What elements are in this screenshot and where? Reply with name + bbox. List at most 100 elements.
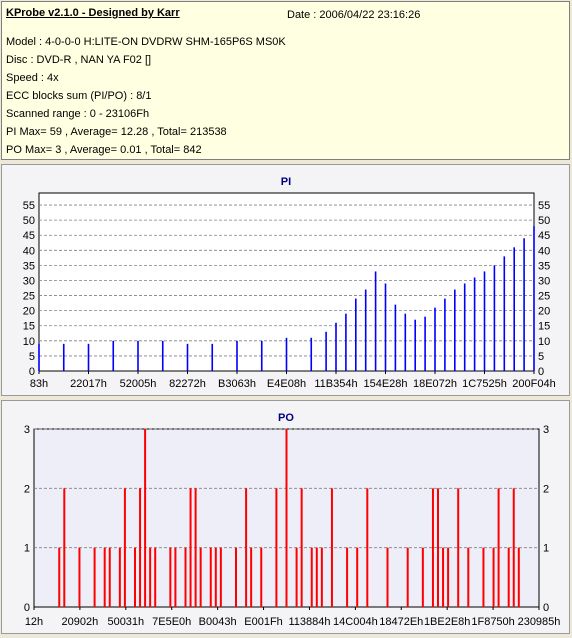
pi-bar [424, 316, 426, 371]
pi-bar [260, 340, 263, 371]
po-bar [78, 547, 81, 607]
po-bar [63, 488, 66, 607]
po-xtick-label: 1BE2E8h [424, 616, 470, 628]
po-bar [134, 547, 136, 607]
po-bar [184, 547, 187, 607]
po-bar [260, 547, 263, 607]
pi-ytick-label-left: 35 [23, 260, 35, 272]
pi-ytick-label-left: 0 [29, 366, 35, 378]
po-bar [275, 488, 278, 607]
info-panel: KProbe v2.1.0 - Designed by Karr Date : … [1, 1, 570, 160]
po-bar [315, 547, 318, 607]
po-xtick-label: 1F8750h [471, 616, 514, 628]
pi-ytick-label-right: 40 [538, 245, 550, 257]
pi-ytick-label-right: 25 [538, 291, 550, 303]
model-line: Model : 4-0-0-0 H:LITE-ON DVDRW SHM-165P… [6, 36, 286, 48]
po-xtick-label: 18472Eh [379, 616, 423, 628]
po-bar [356, 547, 359, 607]
pi-xtick-label: 18E072h [413, 378, 457, 390]
po-bar [517, 547, 520, 607]
po-bar [144, 429, 147, 607]
po-bar [492, 547, 495, 607]
pi-bar [355, 298, 357, 371]
po-ytick-label-left: 0 [24, 602, 30, 614]
po-bar [512, 488, 515, 607]
pi-stats-line: PI Max= 59 , Average= 12.28 , Total= 213… [6, 126, 227, 138]
pi-xtick-label: 200F04h [512, 378, 555, 390]
pi-ytick-label-right: 30 [538, 275, 550, 287]
po-bar [199, 547, 202, 607]
pi-ytick-label-right: 10 [538, 336, 550, 348]
pi-bar [87, 343, 90, 371]
pi-bar [62, 343, 65, 371]
po-ytick-label-left: 3 [24, 424, 30, 436]
pi-bar [384, 283, 387, 371]
disc-line: Disc : DVD-R , NAN YA F02 [] [6, 54, 152, 66]
po-chart-panel: PO 0 0 1 1 2 2 3 3 12h 20902h 50031h 7E5E0h B0043h E00… [1, 400, 570, 634]
po-bar [108, 547, 111, 607]
po-bar [174, 547, 177, 607]
po-bar [507, 547, 510, 607]
pi-xtick-label: 154E28h [363, 378, 407, 390]
pi-bar [285, 337, 288, 371]
ecc-line: ECC blocks sum (PI/PO) : 8/1 [6, 90, 152, 102]
pi-bar [503, 256, 506, 371]
po-bar [406, 547, 409, 607]
po-bar [457, 488, 460, 607]
pi-chart-panel: PI 0 0 5 5 10 10 15 15 20 20 25 25 30 30 35 35 40 40 45 45 50… [1, 164, 570, 396]
po-bar [366, 488, 369, 607]
pi-ytick-label-left: 25 [23, 291, 35, 303]
po-bar [442, 547, 445, 607]
pi-bar [404, 313, 407, 371]
po-bar [330, 488, 333, 607]
po-bar [386, 547, 389, 607]
po-bar [482, 547, 485, 607]
po-bar [118, 547, 121, 607]
pi-ytick-label-right: 45 [538, 230, 550, 242]
pi-bar [345, 313, 347, 371]
pi-xtick-label: E4E08h [267, 378, 306, 390]
pi-bar [137, 340, 139, 371]
pi-bar [236, 340, 238, 371]
po-bar [300, 488, 303, 607]
pi-bar [364, 289, 367, 371]
po-bar [154, 547, 157, 607]
pi-bar [473, 277, 476, 371]
pi-ytick-label-left: 30 [23, 275, 35, 287]
pi-ytick-label-right: 5 [538, 351, 544, 363]
pi-bar [434, 307, 436, 371]
po-bar [310, 547, 313, 607]
pi-xtick-label: 11B354h [314, 378, 357, 390]
pi-ytick-label-right: 20 [538, 306, 550, 318]
pi-ytick-label-left: 40 [23, 245, 35, 257]
po-bar [250, 547, 253, 607]
pi-ytick-label-left: 50 [23, 215, 35, 227]
pi-xtick-label: 52005h [120, 378, 157, 390]
po-xtick-label: B0043h [199, 616, 237, 628]
po-bar [431, 488, 434, 607]
po-bar [447, 547, 450, 607]
pi-bar [513, 247, 515, 371]
app-title: KProbe v2.1.0 - Designed by Karr [6, 7, 180, 19]
pi-bar [310, 337, 313, 371]
po-chart-title: PO [278, 412, 294, 424]
pi-ytick-label-left: 5 [29, 351, 35, 363]
po-bar [123, 488, 126, 607]
po-chart: PO 0 0 1 1 2 2 3 3 12h 20902h 50031h 7E5E0h B0043h E00… [24, 412, 561, 628]
po-bar [421, 547, 424, 607]
pi-bar [335, 322, 337, 371]
scan-date: Date : 2006/04/22 23:16:26 [287, 9, 421, 21]
pi-ytick-label-left: 15 [23, 321, 35, 333]
pi-ytick-label-right: 15 [538, 321, 550, 333]
po-bar [295, 547, 298, 607]
pi-ytick-label-right: 50 [538, 215, 550, 227]
pi-bar [374, 271, 377, 371]
pi-ytick-label-left: 20 [23, 306, 35, 318]
pi-xtick-label: 22017h [70, 378, 107, 390]
po-ytick-label-right: 3 [543, 424, 549, 436]
pi-bar [533, 226, 535, 371]
po-xtick-label: 7E5E0h [152, 616, 191, 628]
pi-xtick-label: 83h [30, 378, 48, 390]
pi-bar [112, 340, 115, 371]
